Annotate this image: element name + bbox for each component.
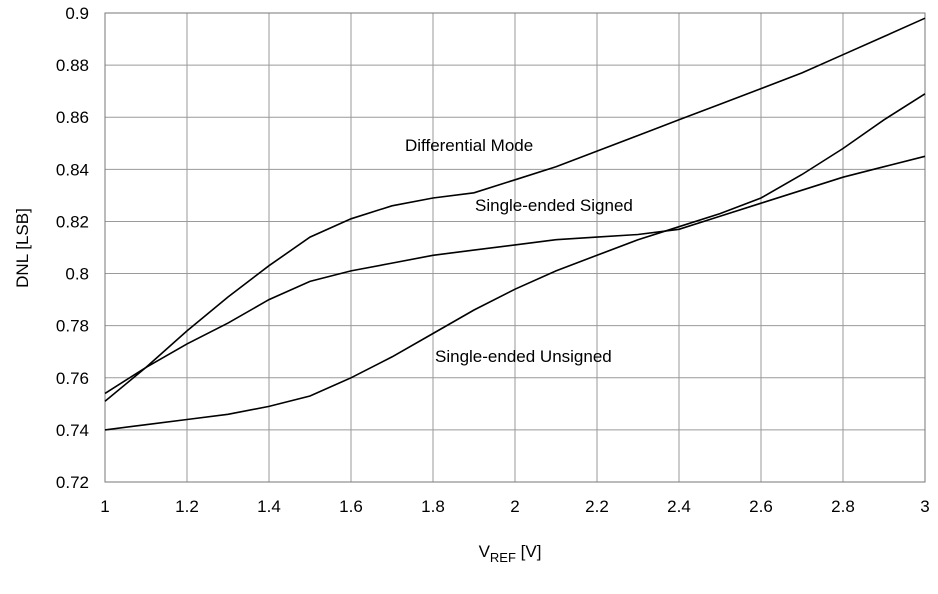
y-tick-label: 0.88 xyxy=(56,56,89,75)
y-axis-title: DNL [LSB] xyxy=(13,208,32,288)
y-axis-tick-labels: 0.72 0.74 0.76 0.78 0.8 0.82 0.84 0.86 0.88 0.9 xyxy=(56,4,89,492)
y-tick-label: 0.74 xyxy=(56,421,89,440)
x-axis-tick-labels: 1 1.2 1.4 1.6 1.8 2 2.2 2.4 2.6 2.8 3 xyxy=(100,497,929,516)
y-tick-label: 0.78 xyxy=(56,317,89,336)
gridlines xyxy=(104,12,926,483)
series-label-single-ended-signed: Single-ended Signed xyxy=(475,196,633,215)
x-tick-label: 1.6 xyxy=(339,497,363,516)
y-tick-label: 0.82 xyxy=(56,212,89,231)
series-label-differential-mode: Differential Mode xyxy=(405,136,533,155)
series-line-differential-mode xyxy=(104,17,926,402)
y-tick-label: 0.84 xyxy=(56,160,89,179)
x-tick-label: 1 xyxy=(100,497,109,516)
x-tick-label: 2.8 xyxy=(831,497,855,516)
x-tick-label: 2 xyxy=(510,497,519,516)
x-tick-label: 2.6 xyxy=(749,497,773,516)
series-label-single-ended-unsigned: Single-ended Unsigned xyxy=(435,347,612,366)
series-lines xyxy=(104,17,926,431)
x-tick-label: 1.8 xyxy=(421,497,445,516)
y-tick-label: 0.72 xyxy=(56,473,89,492)
x-tick-label: 2.4 xyxy=(667,497,691,516)
x-tick-label: 1.2 xyxy=(175,497,199,516)
x-tick-label: 1.4 xyxy=(257,497,281,516)
y-tick-label: 0.8 xyxy=(65,265,89,284)
series-line-single-ended-unsigned xyxy=(104,93,926,431)
x-tick-label: 2.2 xyxy=(585,497,609,516)
x-axis-title: VREF [V] xyxy=(479,542,542,565)
plot-area-frame xyxy=(104,12,926,483)
y-tick-label: 0.86 xyxy=(56,108,89,127)
x-axis-title-unit: [V] xyxy=(516,542,542,561)
x-tick-label: 3 xyxy=(920,497,929,516)
y-tick-label: 0.9 xyxy=(65,4,89,23)
x-axis-title-subscript: REF xyxy=(490,550,516,565)
y-tick-label: 0.76 xyxy=(56,369,89,388)
series-line-single-ended-signed xyxy=(104,155,926,395)
x-axis-title-main: V xyxy=(479,542,491,561)
